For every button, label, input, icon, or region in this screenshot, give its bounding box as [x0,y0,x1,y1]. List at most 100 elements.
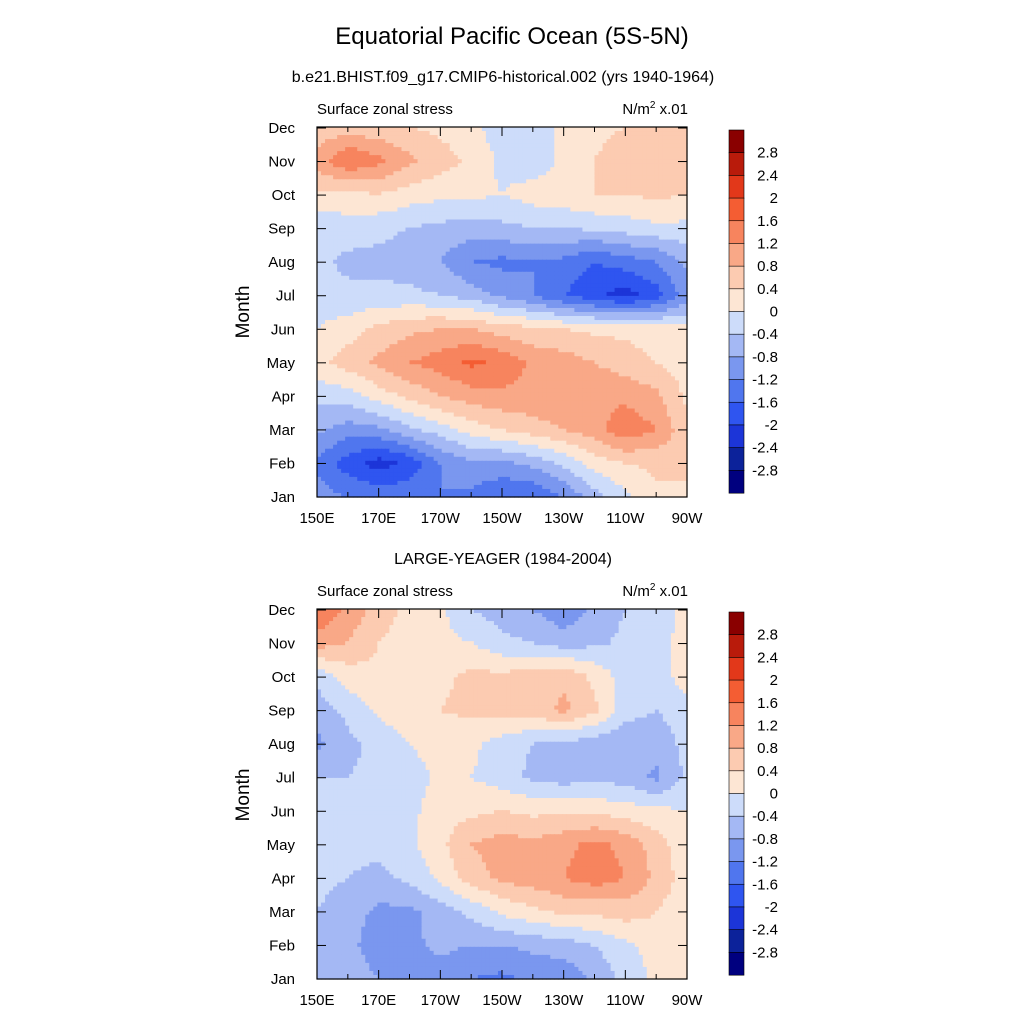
field-cell [453,139,459,144]
field-cell [546,171,551,176]
field-cell [477,155,483,160]
field-cell [682,312,688,317]
field-cell [574,259,580,265]
field-cell [389,135,395,140]
field-cell [630,167,636,172]
field-cell [409,247,415,253]
field-cell [453,163,459,168]
field-cell [614,215,620,221]
field-cell [534,155,539,160]
field-cell [546,320,551,325]
field-cell [522,231,527,237]
field-cell [666,328,672,333]
field-cell [445,340,451,345]
field-cell [630,131,636,136]
field-cell [445,131,451,136]
field-cell [473,135,479,140]
field-cell [477,163,483,168]
field-cell [606,295,612,301]
field-cell [578,295,584,301]
field-cell [341,175,346,180]
field-cell [666,223,672,229]
field-cell [341,291,346,297]
field-cell [329,187,334,192]
field-cell [522,167,527,172]
field-cell [634,227,640,233]
field-cell [317,139,322,144]
field-cell [534,223,539,229]
field-cell [437,251,443,257]
field-cell [429,275,435,281]
field-cell [530,171,535,176]
field-cell [357,275,362,281]
field-cell [570,291,575,297]
field-cell [570,307,575,313]
field-cell [393,251,399,257]
field-cell [341,207,346,213]
field-cell [502,227,507,233]
field-cell [325,299,330,305]
field-cell [349,287,354,293]
field-cell [377,303,382,309]
field-cell [574,271,580,277]
field-cell [514,171,519,176]
field-cell [377,139,382,144]
field-cell [614,283,620,289]
field-cell [558,195,563,200]
field-cell [337,215,342,221]
field-cell [598,291,604,297]
field-cell [574,135,580,140]
field-cell [413,279,419,285]
field-cell [590,299,596,305]
field-cell [449,247,455,253]
field-cell [393,167,399,172]
field-cell [638,199,644,205]
field-cell [530,259,535,265]
field-cell [441,215,447,221]
field-cell [646,219,652,225]
field-cell [417,139,423,144]
field-cell [361,263,366,269]
field-cell [397,167,403,172]
field-cell [405,155,411,160]
field-cell [453,332,459,337]
field-cell [518,131,523,136]
field-cell [325,328,330,333]
field-cell [654,299,660,305]
field-cell [682,340,688,345]
field-cell [606,163,612,168]
field-cell [586,320,592,325]
field-cell [614,175,620,180]
field-cell [393,195,399,200]
field-cell [622,303,628,309]
field-cell [341,247,346,253]
field-cell [457,163,463,168]
field-cell [586,251,592,257]
field-cell [674,267,680,273]
field-cell [473,159,479,164]
field-cell [642,332,648,337]
field-cell [481,159,487,164]
field-cell [497,291,503,297]
field-cell [457,251,463,257]
field-cell [425,316,431,321]
field-cell [361,191,366,196]
field-cell [526,271,531,277]
field-cell [369,316,374,321]
field-cell [626,255,632,261]
field-cell [369,279,374,285]
field-cell [646,187,652,192]
field-cell [526,287,531,293]
field-cell [622,295,628,301]
field-cell [441,328,447,333]
field-cell [405,283,411,289]
field-cell [393,344,399,349]
field-cell [349,127,354,132]
field-cell [594,163,600,168]
field-cell [381,223,386,229]
field-cell [493,215,499,221]
field-cell [361,167,366,172]
field-cell [514,336,519,341]
field-cell [465,336,471,341]
field-cell [485,283,491,289]
